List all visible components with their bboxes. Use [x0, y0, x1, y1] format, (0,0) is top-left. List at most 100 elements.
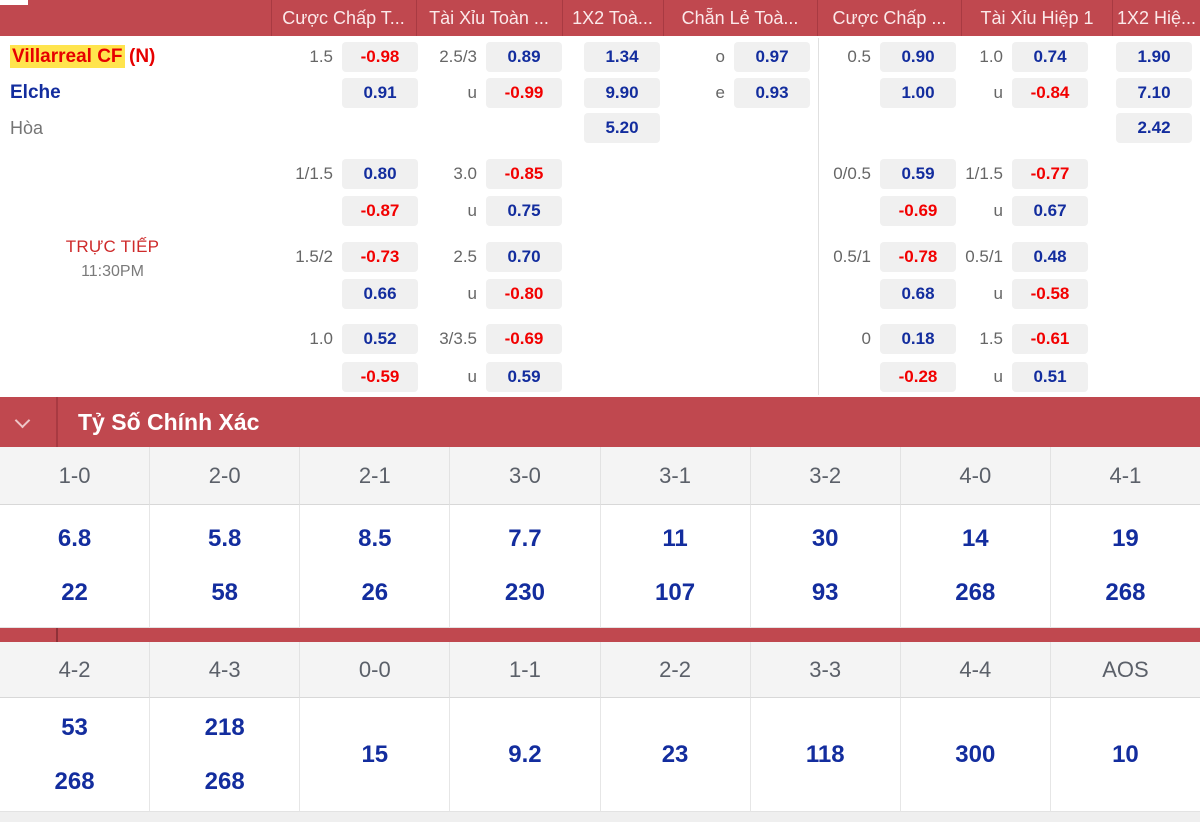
- score-odds-value: 14: [961, 525, 989, 552]
- odds-button[interactable]: 0.90: [880, 42, 956, 72]
- score-odds-value: 22: [61, 579, 88, 606]
- odds-button[interactable]: 0.75: [486, 196, 562, 226]
- odds-button[interactable]: 1.00: [880, 78, 956, 108]
- odds-button[interactable]: -0.77: [1012, 159, 1088, 189]
- odds-button[interactable]: 1.34: [584, 42, 660, 72]
- odds-button[interactable]: 0.93: [734, 78, 810, 108]
- odds-button[interactable]: 0.67: [1012, 196, 1088, 226]
- odds-button[interactable]: -0.58: [1012, 279, 1088, 309]
- score-odds-cell[interactable]: 5.8 58: [150, 505, 301, 628]
- odds-button[interactable]: 7.10: [1116, 78, 1192, 108]
- score-odds-value: 23: [661, 740, 689, 768]
- score-odds-cell[interactable]: 15: [300, 698, 451, 812]
- odds-button[interactable]: -0.84: [1012, 78, 1088, 108]
- odds-button[interactable]: 0.80: [342, 159, 418, 189]
- score-odds-cell[interactable]: 6.8 22: [0, 505, 151, 628]
- score-odds-cell[interactable]: 8.5 26: [300, 505, 451, 628]
- odds-cell: 0 0.18: [814, 324, 956, 354]
- odds-button[interactable]: 5.20: [584, 113, 660, 143]
- handicap-label: 0.5: [847, 47, 871, 66]
- column-header-handicap-h1[interactable]: Cược Chấp ...: [832, 7, 947, 28]
- odds-button[interactable]: -0.99: [486, 78, 562, 108]
- score-odds-value: 5.8: [208, 525, 242, 552]
- odds-value: 0.89: [507, 47, 541, 66]
- odds-button[interactable]: -0.69: [880, 196, 956, 226]
- score-odds-cell[interactable]: 14 268: [900, 505, 1051, 628]
- column-header-overunder-ft[interactable]: Tài Xỉu Toàn ...: [429, 7, 549, 28]
- odd-even-label: o: [715, 47, 725, 66]
- odds-button[interactable]: 0.91: [342, 78, 418, 108]
- odds-button[interactable]: -0.28: [880, 362, 956, 392]
- odds-button[interactable]: 0.51: [1012, 362, 1088, 392]
- odds-value: 1.90: [1137, 47, 1171, 66]
- odds-button[interactable]: -0.73: [342, 242, 418, 272]
- score-odds-cell[interactable]: 11 107: [600, 505, 751, 628]
- column-header-handicap-ft[interactable]: Cược Chấp T...: [282, 7, 405, 28]
- odds-cell: 9.90: [584, 78, 660, 108]
- odds-button[interactable]: 0.59: [880, 159, 956, 189]
- odds-button[interactable]: -0.87: [342, 196, 418, 226]
- score-odds-cell[interactable]: 53 268: [0, 698, 151, 812]
- score-odds-cell[interactable]: 23: [600, 698, 751, 812]
- odds-button[interactable]: 0.18: [880, 324, 956, 354]
- score-odds-cell[interactable]: 218 268: [150, 698, 301, 812]
- odds-button[interactable]: -0.69: [486, 324, 562, 354]
- odds-button[interactable]: 9.90: [584, 78, 660, 108]
- odds-cell: 0.68: [814, 279, 956, 309]
- odds-button[interactable]: 0.70: [486, 242, 562, 272]
- odds-button[interactable]: -0.80: [486, 279, 562, 309]
- score-odds-value: 11: [662, 525, 688, 552]
- draw-label: Hòa: [10, 118, 44, 138]
- odds-button[interactable]: 0.48: [1012, 242, 1088, 272]
- odds-button[interactable]: 0.74: [1012, 42, 1088, 72]
- handicap-label: 1.0: [979, 47, 1003, 66]
- odds-cell: -0.69: [814, 196, 956, 226]
- score-odds-cell[interactable]: 10: [1050, 698, 1200, 812]
- score-odds-cell[interactable]: 300: [900, 698, 1051, 812]
- score-odds-cell[interactable]: 7.7 230: [450, 505, 601, 628]
- score-odds-value: 7.7: [508, 525, 542, 552]
- column-header-overunder-h1[interactable]: Tài Xỉu Hiệp 1: [980, 7, 1094, 28]
- header-separator: [562, 0, 563, 36]
- score-odds-cell[interactable]: 30 93: [750, 505, 901, 628]
- odds-cell: 0.5 0.90: [814, 42, 956, 72]
- score-odds-value: 15: [361, 740, 389, 768]
- odds-button[interactable]: -0.85: [486, 159, 562, 189]
- column-header-1x2-ft[interactable]: 1X2 Toà...: [572, 7, 653, 28]
- column-header-1x2-h1[interactable]: 1X2 Hiệ...: [1116, 7, 1197, 28]
- odds-cell: 1.5 -0.98: [276, 42, 418, 72]
- odds-button[interactable]: 0.68: [880, 279, 956, 309]
- score-odds-cell[interactable]: 9.2: [450, 698, 601, 812]
- odds-button[interactable]: -0.78: [880, 242, 956, 272]
- column-header-oddeven-ft[interactable]: Chẵn Lẻ Toà...: [681, 7, 799, 28]
- score-odds-cell[interactable]: 19 268: [1050, 505, 1200, 628]
- odds-button[interactable]: -0.59: [342, 362, 418, 392]
- chevron-down-icon[interactable]: [14, 412, 31, 429]
- odds-value: 1.34: [605, 47, 639, 66]
- odds-cell: 2.5 0.70: [420, 242, 562, 272]
- odds-button[interactable]: 0.89: [486, 42, 562, 72]
- odds-value: -0.61: [1030, 329, 1070, 348]
- score-header-cell: 4-3: [150, 642, 301, 698]
- odds-button[interactable]: 0.97: [734, 42, 810, 72]
- score-odds-cell[interactable]: 118: [750, 698, 901, 812]
- odds-button[interactable]: 1.90: [1116, 42, 1192, 72]
- odds-button[interactable]: -0.61: [1012, 324, 1088, 354]
- odds-cell: u 0.75: [420, 196, 562, 226]
- odds-button[interactable]: 0.66: [342, 279, 418, 309]
- score-label: 4-3: [208, 656, 241, 682]
- odds-value: 0.67: [1033, 201, 1067, 220]
- odds-value: -0.80: [504, 284, 544, 303]
- odds-market-header: Cược Chấp T... Tài Xỉu Toàn ... 1X2 Toà.…: [0, 0, 1200, 36]
- score-odds-value: 10: [1112, 740, 1139, 768]
- odds-button[interactable]: 0.52: [342, 324, 418, 354]
- odds-value: -0.58: [1030, 284, 1070, 303]
- odds-value: -0.85: [504, 164, 544, 183]
- live-label: TRỰC TIẾP: [65, 237, 160, 256]
- header-separator: [271, 0, 272, 36]
- odds-button[interactable]: 0.59: [486, 362, 562, 392]
- header-separator: [1112, 0, 1113, 36]
- odds-button[interactable]: -0.98: [342, 42, 418, 72]
- odds-button[interactable]: 2.42: [1116, 113, 1192, 143]
- score-label: 3-3: [809, 656, 842, 682]
